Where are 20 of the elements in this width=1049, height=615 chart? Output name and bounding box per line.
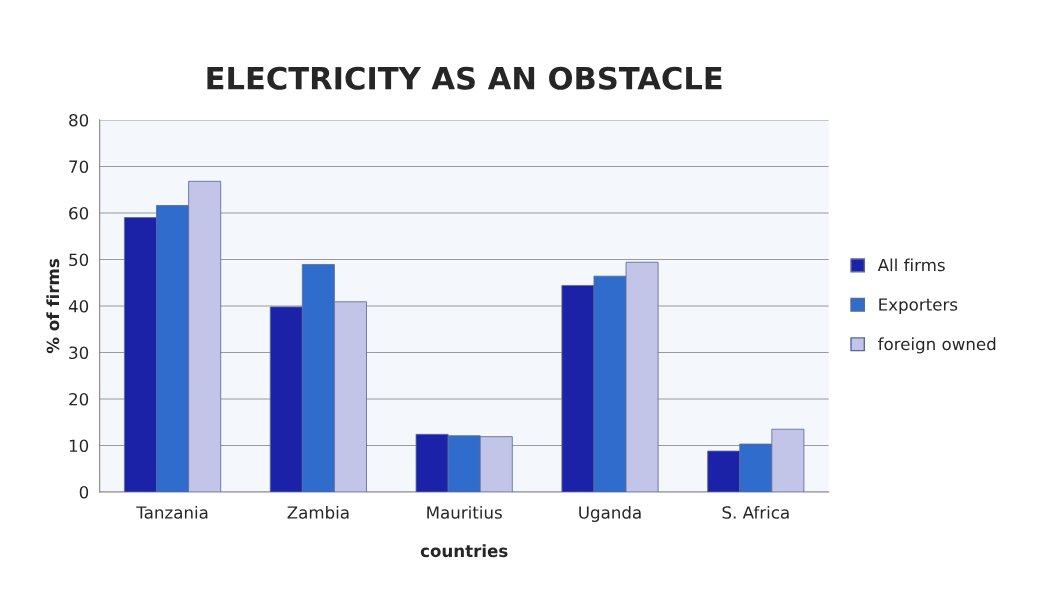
x-tick-label: Zambia — [287, 505, 349, 519]
y-axis-title: % of firms — [46, 259, 60, 354]
y-tick-label: 80 — [69, 113, 89, 127]
y-tick-label: 20 — [69, 392, 89, 406]
x-axis-title: countries — [420, 544, 508, 558]
legend-label: foreign owned — [878, 337, 996, 354]
y-tick-label: 60 — [69, 206, 89, 220]
y-tick-label: 40 — [68, 299, 89, 313]
chart-title: ELECTRICITY AS AN OBSTACLE — [207, 66, 722, 90]
x-tick-label: Tanzania — [136, 505, 208, 519]
y-tick-label: 0 — [79, 485, 89, 499]
y-tick-label: 10 — [69, 439, 89, 453]
y-tick-label: 50 — [69, 253, 89, 267]
legend-label: Exporters — [879, 298, 958, 315]
x-tick-label: Mauritius — [427, 505, 502, 519]
x-tick-label: Uganda — [579, 505, 641, 523]
legend-label: All firms — [877, 258, 945, 272]
y-tick-label: 70 — [69, 160, 89, 173]
x-tick-label: S. Africa — [722, 505, 789, 519]
y-tick-label: 30 — [69, 346, 89, 360]
